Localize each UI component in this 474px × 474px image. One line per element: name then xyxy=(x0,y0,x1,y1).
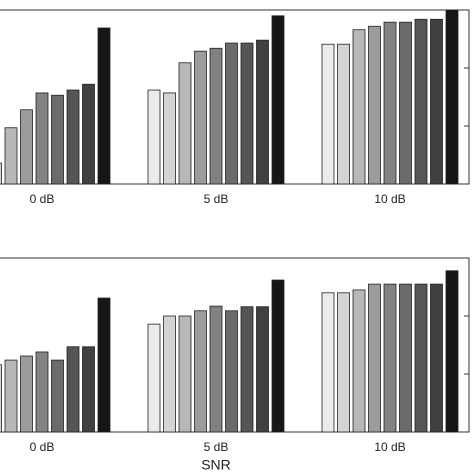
bar xyxy=(209,305,223,433)
x-tick-label: 0 dB xyxy=(30,192,55,206)
bar xyxy=(256,306,269,433)
bar xyxy=(337,43,350,185)
bar xyxy=(209,47,223,185)
bar xyxy=(337,292,350,433)
bar xyxy=(383,283,397,433)
bar xyxy=(414,18,428,185)
x-axis-label: SNR xyxy=(201,457,231,473)
x-tick-label: 10 dB xyxy=(374,192,405,206)
bar xyxy=(368,25,381,185)
bar xyxy=(97,297,111,433)
bar xyxy=(97,27,111,185)
bar xyxy=(4,359,18,433)
bar xyxy=(194,50,207,185)
bar xyxy=(66,346,80,433)
bar xyxy=(147,89,161,185)
bar xyxy=(321,292,335,433)
bar xyxy=(35,351,49,433)
bar xyxy=(368,283,381,433)
bar xyxy=(147,323,161,433)
bar xyxy=(225,310,238,433)
bar xyxy=(271,15,285,185)
bar xyxy=(194,310,207,433)
bar xyxy=(430,18,443,185)
bar xyxy=(66,89,80,185)
bar xyxy=(163,315,176,433)
bar xyxy=(178,62,192,185)
bar xyxy=(35,92,49,185)
x-tick-label: 0 dB xyxy=(30,440,55,454)
bar xyxy=(20,109,33,185)
bar xyxy=(383,21,397,185)
bar xyxy=(4,127,18,185)
bar xyxy=(0,162,2,185)
bar xyxy=(163,92,176,185)
bar xyxy=(271,279,285,433)
bar xyxy=(256,39,269,185)
bar xyxy=(414,283,428,433)
x-tick-label: 5 dB xyxy=(204,192,229,206)
bar xyxy=(0,364,2,433)
bar xyxy=(240,306,254,433)
bar xyxy=(430,283,443,433)
bar xyxy=(240,42,254,185)
x-tick-label: 5 dB xyxy=(204,440,229,454)
bar xyxy=(51,94,64,185)
bar xyxy=(399,21,412,185)
bar xyxy=(321,43,335,185)
bar xyxy=(225,42,238,185)
bar xyxy=(445,9,459,185)
x-tick-label: 10 dB xyxy=(374,440,405,454)
bar xyxy=(352,29,366,185)
bar xyxy=(82,83,95,185)
bar xyxy=(445,270,459,433)
bar xyxy=(178,315,192,433)
bar xyxy=(399,283,412,433)
bar xyxy=(82,346,95,433)
bar xyxy=(20,355,33,433)
bar xyxy=(352,289,366,433)
bar xyxy=(51,359,64,433)
